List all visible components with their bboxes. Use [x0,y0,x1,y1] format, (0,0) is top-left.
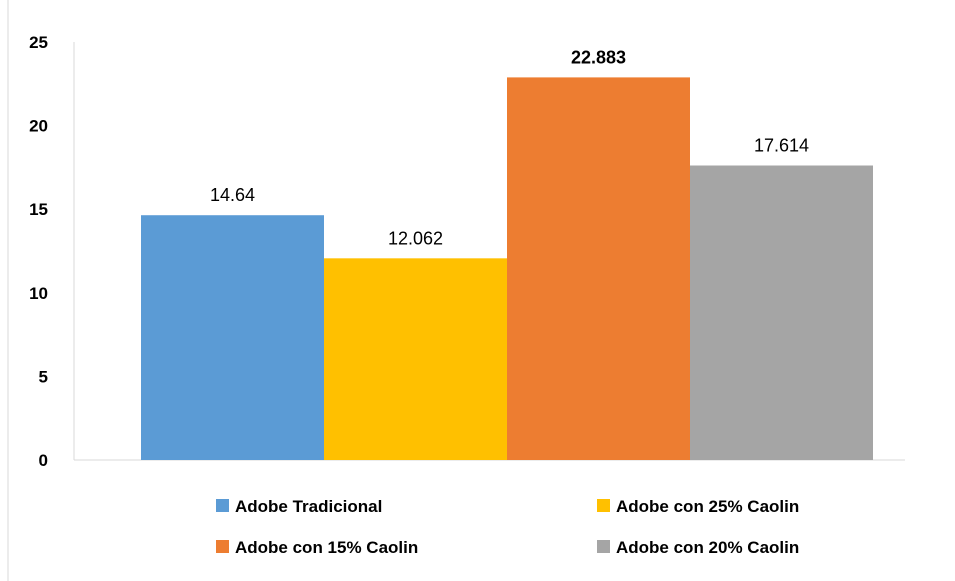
y-tick-label: 10 [29,284,48,303]
data-labels-group: 14.64 12.062 22.883 17.614 [210,47,809,248]
legend-item: Adobe con 20% Caolin [597,538,799,557]
y-axis-ticks: 0 5 10 15 20 25 [29,33,48,470]
bar-data-label: 17.614 [754,135,809,155]
bar-data-label: 22.883 [571,47,626,67]
legend-swatch [597,499,610,512]
bar-series-group [141,77,873,460]
y-tick-label: 15 [29,200,48,219]
legend-swatch [216,540,229,553]
legend-item: Adobe con 25% Caolin [597,497,799,516]
y-tick-label: 5 [39,367,48,386]
y-tick-label: 25 [29,33,48,52]
bar [507,77,690,460]
bar-data-label: 12.062 [388,228,443,248]
legend-label: Adobe con 25% Caolin [616,497,799,516]
legend-label: Adobe con 20% Caolin [616,538,799,557]
legend-item: Adobe Tradicional [216,497,382,516]
bar [324,258,507,460]
y-tick-label: 20 [29,117,48,136]
legend: Adobe Tradicional Adobe con 25% Caolin Ado… [216,497,799,557]
legend-swatch [216,499,229,512]
legend-swatch [597,540,610,553]
bar [141,215,324,460]
bar [690,165,873,460]
legend-label: Adobe Tradicional [235,497,382,516]
bar-data-label: 14.64 [210,185,255,205]
legend-item: Adobe con 15% Caolin [216,538,418,557]
legend-label: Adobe con 15% Caolin [235,538,418,557]
y-tick-label: 0 [39,451,48,470]
